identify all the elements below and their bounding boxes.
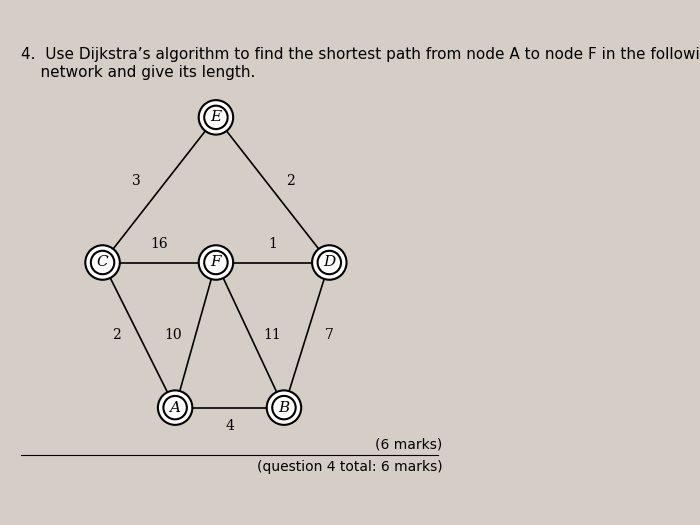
Text: 11: 11: [264, 328, 281, 342]
Text: 2: 2: [112, 328, 120, 342]
Circle shape: [204, 251, 228, 274]
Text: 1: 1: [268, 237, 277, 251]
Text: (question 4 total: 6 marks): (question 4 total: 6 marks): [257, 460, 442, 474]
Text: network and give its length.: network and give its length.: [21, 65, 255, 80]
Text: 10: 10: [164, 328, 182, 342]
Circle shape: [204, 106, 228, 129]
Circle shape: [318, 251, 341, 274]
Circle shape: [199, 245, 233, 280]
Text: F: F: [211, 256, 221, 269]
Circle shape: [199, 100, 233, 134]
Circle shape: [85, 245, 120, 280]
Circle shape: [163, 396, 187, 419]
Text: 4: 4: [225, 419, 234, 433]
Circle shape: [312, 245, 346, 280]
Text: 16: 16: [150, 237, 168, 251]
Circle shape: [91, 251, 114, 274]
Text: (6 marks): (6 marks): [375, 437, 442, 451]
Text: E: E: [211, 110, 221, 124]
Circle shape: [272, 396, 295, 419]
Text: 2: 2: [286, 174, 295, 188]
Text: 3: 3: [132, 174, 141, 188]
Text: 4.  Use Dijkstra’s algorithm to find the shortest path from node A to node F in : 4. Use Dijkstra’s algorithm to find the …: [21, 47, 700, 62]
Text: C: C: [97, 256, 108, 269]
Text: B: B: [279, 401, 290, 415]
Text: D: D: [323, 256, 335, 269]
Circle shape: [267, 391, 301, 425]
Text: A: A: [169, 401, 181, 415]
Circle shape: [158, 391, 193, 425]
Text: 7: 7: [325, 328, 334, 342]
